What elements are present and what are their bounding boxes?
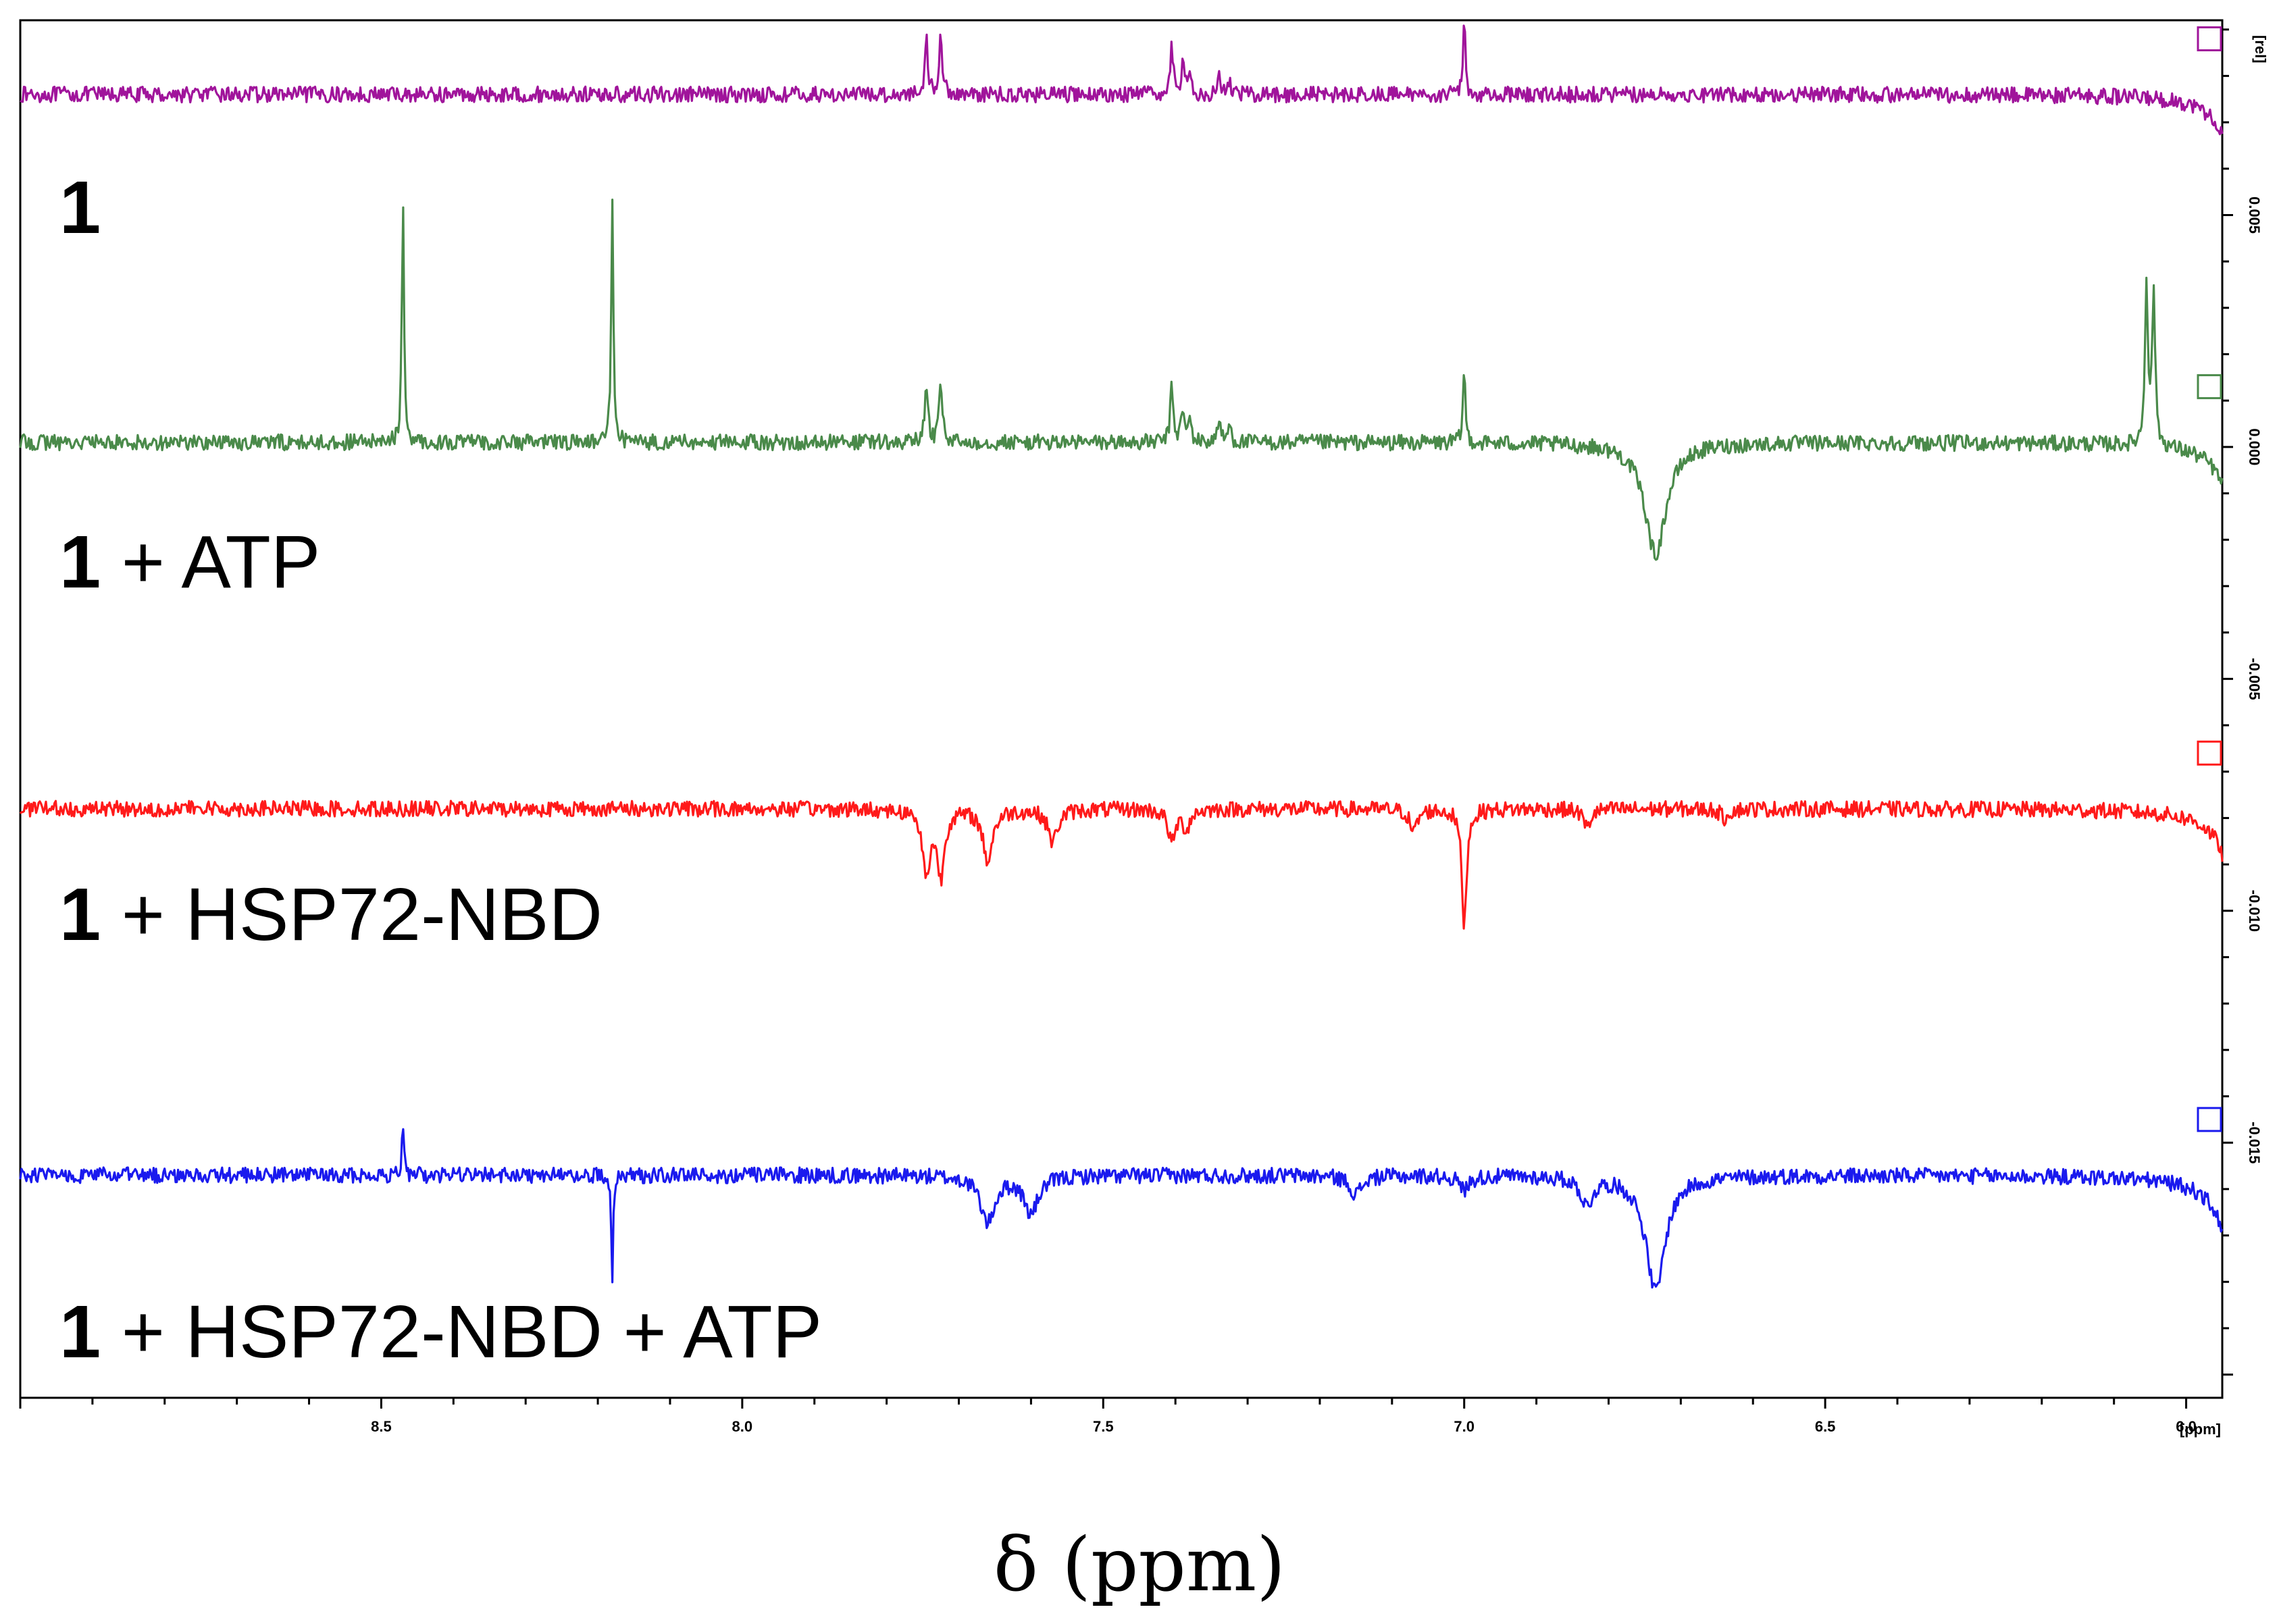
y-tick-label: 0.000 [2246, 428, 2263, 465]
series-marker-2 [2197, 374, 2222, 400]
x-axis: 8.5 8.0 7.5 7.0 6.5 6.0 [19, 1398, 2197, 1435]
series-label-1-bold: 1 [59, 166, 101, 249]
series-label-3-bold: 1 [59, 873, 101, 956]
series-label-3: 1 + HSP72-NBD [59, 873, 603, 956]
y-tick-label: -0.015 [2246, 1122, 2263, 1163]
series-label-2-rest: + ATP [101, 521, 320, 604]
series-label-2-bold: 1 [59, 521, 101, 604]
series-label-1: 1 [59, 166, 101, 249]
series-line-2 [19, 199, 2224, 561]
x-tick-label: 7.0 [1454, 1418, 1475, 1435]
x-tick-label: 6.0 [2176, 1418, 2197, 1435]
x-tick-label: 8.5 [371, 1418, 392, 1435]
series-label-4-bold: 1 [59, 1290, 101, 1373]
series-label-2: 1 + ATP [59, 521, 320, 604]
y-axis: 0.005 0.000 -0.005 -0.010 -0.015 [2222, 28, 2263, 1376]
x-tick-label: 6.5 [1815, 1418, 1836, 1435]
series-line-1 [20, 24, 2224, 136]
x-axis-title: δ (ppm) [994, 1521, 1285, 1608]
x-tick-label: 8.0 [732, 1418, 753, 1435]
y-tick-label: 0.005 [2246, 197, 2263, 234]
series-line-4 [19, 1128, 2224, 1289]
series-markers [2197, 26, 2222, 1132]
series-marker-3 [2197, 740, 2222, 766]
y-unit-label: [rel] [2252, 35, 2269, 63]
x-unit-label: [ppm] [2180, 1421, 2221, 1438]
series-marker-1 [2197, 26, 2222, 51]
y-tick-label: -0.005 [2246, 658, 2263, 700]
plot-frame [19, 19, 2224, 1399]
x-tick-label: 7.5 [1093, 1418, 1114, 1435]
series-label-4-rest: + HSP72-NBD + ATP [101, 1290, 822, 1373]
series-label-3-rest: + HSP72-NBD [101, 873, 603, 956]
series-line-3 [19, 800, 2224, 930]
y-tick-label: -0.010 [2246, 890, 2263, 932]
series-layer [19, 24, 2224, 1289]
series-label-4: 1 + HSP72-NBD + ATP [59, 1290, 822, 1373]
series-marker-4 [2197, 1107, 2222, 1132]
